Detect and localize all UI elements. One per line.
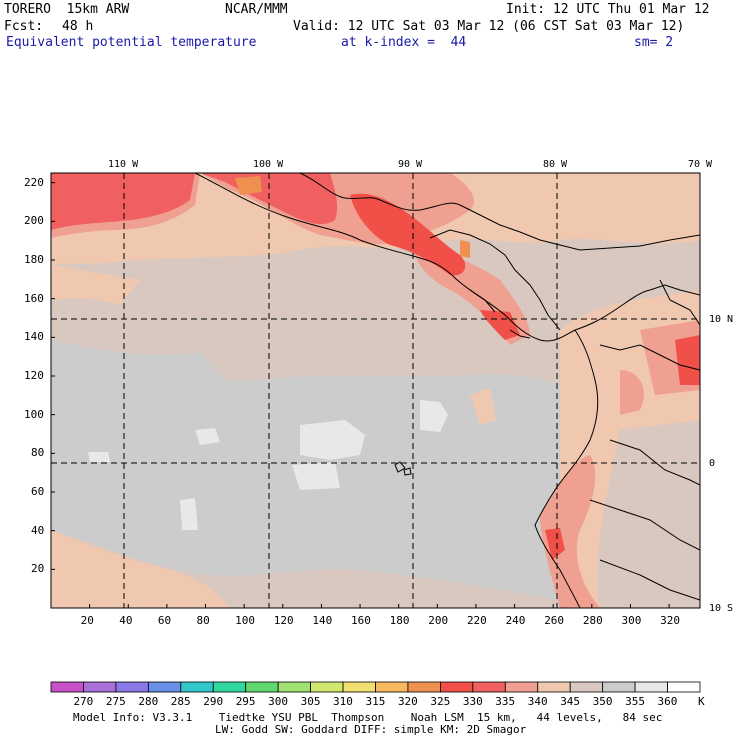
model-info-line1: Model Info: V3.3.1 Tiedtke YSU PBL Thomp…	[73, 711, 663, 724]
lat-label: 0	[709, 458, 716, 469]
colorbar-unit: K	[698, 695, 705, 708]
y-tick-label: 220	[24, 175, 44, 189]
forecast-hours: 48 h	[62, 19, 94, 34]
colorbar-swatch	[50, 681, 84, 693]
lon-label: 110 W	[108, 159, 139, 170]
y-tick-label: 200	[24, 214, 44, 228]
lat-label: 10 N	[709, 314, 734, 325]
field-name: Equivalent potential temperature	[6, 35, 257, 50]
x-tick-label: 60	[157, 614, 172, 627]
valid-time: Valid: 12 UTC Sat 03 Mar 12 (06 CST Sat …	[293, 19, 685, 34]
colorbar-swatch	[375, 681, 409, 693]
x-tick-label: 280	[582, 614, 603, 627]
model-info-line2: LW: Godd SW: Goddard DIFF: simple KM: 2D…	[215, 723, 527, 736]
y-tick-label: 20	[31, 562, 45, 576]
colorbar-label: 360	[657, 695, 678, 708]
x-tick-label: 40	[119, 614, 133, 627]
colorbar-label: 340	[527, 695, 548, 708]
level-index: at k-index = 44	[341, 35, 467, 50]
x-tick-label: 180	[389, 614, 410, 627]
colorbar-label: 300	[268, 695, 289, 708]
smoothing-value: sm= 2	[634, 35, 674, 50]
colorbar-label: 355	[625, 695, 645, 708]
colorbar-swatch	[569, 681, 604, 693]
y-tick-label: 40	[31, 523, 45, 537]
colorbar-swatch	[245, 681, 279, 693]
colorbar-label: 315	[365, 695, 386, 708]
colorbar-swatch	[212, 681, 247, 693]
colorbar-label: 275	[105, 695, 126, 708]
x-tick-label: 220	[466, 614, 487, 627]
colorbar-swatch	[407, 681, 441, 693]
colorbar-label: 305	[300, 695, 321, 708]
colorbar-swatch	[504, 681, 539, 693]
lat-label: 10 S	[709, 603, 734, 614]
y-tick-label: 180	[24, 253, 44, 266]
colorbar-swatch	[115, 681, 149, 693]
colorbar-swatch	[667, 681, 701, 693]
lon-label: 90 W	[398, 159, 423, 170]
colorbar-swatch	[439, 681, 474, 693]
colorbar-swatch	[602, 681, 636, 693]
x-tick-label: 20	[80, 614, 94, 627]
colorbar-swatch	[83, 681, 117, 693]
colorbar-swatch	[472, 681, 506, 693]
lon-label: 70 W	[688, 159, 713, 170]
x-tick-label: 200	[428, 614, 449, 627]
colorbar-label: 345	[560, 695, 581, 708]
colorbar-label: 290	[203, 695, 224, 708]
colorbar-label: 335	[495, 695, 516, 708]
lon-label: 100 W	[253, 159, 284, 170]
colorbar-label: 280	[138, 695, 159, 708]
center-name: NCAR/MMM	[225, 2, 288, 17]
y-tick-label: 120	[24, 369, 44, 382]
x-tick-label: 320	[660, 614, 680, 627]
colorbar-swatch	[634, 681, 668, 693]
colorbar-swatch	[310, 681, 344, 693]
x-tick-label: 120	[273, 614, 294, 627]
colorbar-label: 330	[462, 695, 483, 708]
model-name: TORERO 15km ARW	[4, 2, 130, 17]
lon-label: 80 W	[543, 159, 568, 170]
colorbar-label: 295	[235, 695, 256, 708]
colorbar-swatch	[180, 681, 214, 693]
colorbar-label: 320	[397, 695, 418, 708]
y-tick-label: 100	[24, 407, 44, 421]
colorbar-label: 270	[73, 695, 94, 708]
x-tick-label: 100	[235, 614, 256, 627]
colorbar-swatch	[147, 681, 182, 693]
colorbar-label: 325	[430, 695, 451, 708]
colorbar-label: 310	[333, 695, 353, 708]
x-tick-label: 300	[621, 614, 642, 627]
x-tick-label: 160	[351, 614, 371, 627]
forecast-label: Fcst:	[4, 19, 44, 34]
colorbar-swatch	[537, 681, 571, 693]
x-tick-label: 80	[196, 614, 210, 627]
y-tick-label: 80	[31, 446, 45, 460]
init-time: Init: 12 UTC Thu 01 Mar 12	[506, 2, 710, 17]
y-tick-label: 140	[24, 330, 44, 344]
colorbar-label: 350	[592, 695, 613, 708]
map-frame	[50, 172, 701, 609]
y-tick-label: 160	[24, 291, 44, 305]
x-tick-label: 240	[505, 614, 526, 627]
colorbar-swatch	[277, 681, 311, 693]
x-tick-label: 260	[544, 614, 565, 627]
y-tick-label: 60	[31, 485, 45, 498]
colorbar-swatch	[342, 681, 376, 693]
x-tick-label: 140	[312, 614, 333, 627]
colorbar-label: 285	[170, 695, 191, 708]
theta-e-field	[51, 173, 700, 608]
